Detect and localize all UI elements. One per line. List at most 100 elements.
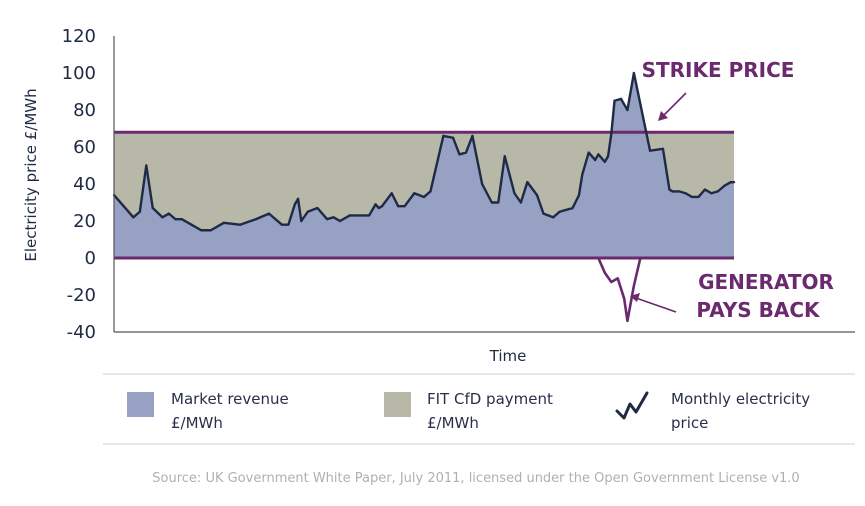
price-point bbox=[167, 212, 170, 215]
price-point bbox=[464, 151, 468, 154]
price-point bbox=[603, 160, 606, 163]
y-tick-label: 60 bbox=[73, 137, 96, 158]
price-point bbox=[180, 218, 183, 221]
price-point bbox=[668, 188, 671, 191]
price-point bbox=[380, 205, 384, 208]
y-tick-label: 20 bbox=[73, 211, 96, 232]
price-point bbox=[703, 188, 707, 191]
price-point bbox=[732, 181, 736, 184]
y-tick-label: 0 bbox=[85, 248, 96, 269]
price-point bbox=[503, 155, 506, 158]
y-tick-label: -40 bbox=[67, 322, 96, 343]
price-points bbox=[112, 71, 736, 232]
y-tick-label: 120 bbox=[62, 26, 96, 47]
price-point bbox=[661, 147, 665, 150]
price-point bbox=[606, 155, 610, 158]
price-point bbox=[581, 173, 584, 176]
legend-label-cfd-line2: £/MWh bbox=[427, 414, 479, 432]
price-point bbox=[332, 216, 335, 219]
price-point bbox=[451, 136, 455, 139]
legend-label-market-revenue-line2: £/MWh bbox=[171, 414, 223, 432]
price-point bbox=[526, 181, 529, 184]
price-point bbox=[613, 99, 616, 102]
price-point bbox=[132, 216, 135, 219]
y-axis-title: Electricity price £/MWh bbox=[22, 88, 40, 261]
price-point bbox=[571, 206, 574, 210]
strike-price-arrow bbox=[658, 92, 687, 121]
x-axis-title: Time bbox=[489, 347, 527, 365]
price-point bbox=[442, 134, 445, 137]
price-point bbox=[619, 97, 623, 100]
price-point bbox=[610, 132, 613, 136]
y-axis-ticks: 120 100 80 60 40 20 0 -20 -40 bbox=[62, 26, 96, 343]
price-point bbox=[280, 223, 284, 226]
price-point bbox=[558, 210, 561, 213]
price-point bbox=[678, 190, 681, 193]
plot-area bbox=[112, 71, 736, 323]
price-point bbox=[316, 206, 319, 210]
price-point bbox=[697, 195, 700, 199]
price-point bbox=[358, 214, 361, 217]
price-point bbox=[368, 214, 371, 217]
price-point bbox=[632, 71, 635, 75]
price-point bbox=[174, 218, 177, 221]
price-point bbox=[587, 151, 590, 154]
price-point bbox=[293, 203, 296, 206]
price-point bbox=[161, 216, 164, 219]
price-point bbox=[145, 164, 148, 167]
generator-label-line2: PAYS BACK bbox=[696, 298, 821, 322]
price-point bbox=[326, 218, 329, 221]
price-point bbox=[422, 195, 426, 199]
generator-label-line1: GENERATOR bbox=[698, 270, 834, 294]
price-point bbox=[519, 201, 522, 204]
price-point bbox=[564, 208, 568, 211]
price-point bbox=[690, 195, 694, 199]
legend-swatch-cfd-payment bbox=[384, 392, 411, 417]
y-tick-label: 80 bbox=[73, 100, 96, 121]
price-point bbox=[716, 190, 719, 193]
price-point bbox=[209, 229, 212, 232]
y-tick-label: 100 bbox=[62, 63, 96, 84]
strike-price-label: STRIKE PRICE bbox=[642, 58, 795, 82]
price-point bbox=[254, 218, 258, 221]
price-point bbox=[348, 214, 351, 217]
price-point bbox=[497, 201, 500, 204]
price-point bbox=[513, 192, 516, 195]
price-point bbox=[710, 192, 713, 195]
price-point bbox=[296, 197, 300, 200]
price-point bbox=[413, 192, 416, 195]
price-point bbox=[138, 210, 141, 213]
legend: Market revenue £/MWh FIT CfD payment £/M… bbox=[127, 390, 810, 432]
price-point bbox=[287, 223, 290, 226]
price-point bbox=[552, 216, 555, 219]
price-point bbox=[577, 194, 581, 197]
price-point bbox=[200, 229, 203, 232]
price-point bbox=[481, 182, 484, 186]
price-point bbox=[684, 192, 687, 195]
price-point bbox=[626, 108, 629, 112]
price-point bbox=[338, 219, 342, 223]
price-point bbox=[594, 158, 597, 162]
source-note: Source: UK Government White Paper, July … bbox=[152, 471, 799, 486]
price-point bbox=[390, 192, 393, 195]
legend-swatch-market-revenue bbox=[127, 392, 154, 417]
legend-label-cfd-line1: FIT CfD payment bbox=[427, 390, 553, 408]
price-point bbox=[267, 212, 271, 215]
legend-label-price-line1: Monthly electricity bbox=[671, 390, 810, 408]
price-point bbox=[542, 212, 545, 215]
y-tick-label: -20 bbox=[67, 285, 96, 306]
price-point bbox=[535, 194, 539, 197]
price-point bbox=[597, 153, 600, 156]
price-point bbox=[471, 134, 474, 137]
generator-arrow bbox=[630, 293, 677, 313]
generator-pays-back-curve bbox=[597, 257, 642, 323]
legend-swatch-price-line bbox=[615, 391, 649, 420]
price-point bbox=[490, 201, 493, 204]
price-point bbox=[397, 205, 400, 208]
price-point bbox=[648, 149, 652, 152]
price-point bbox=[458, 153, 461, 156]
legend-label-price-line2: price bbox=[671, 414, 708, 432]
price-point bbox=[122, 205, 125, 208]
price-point bbox=[403, 205, 406, 208]
